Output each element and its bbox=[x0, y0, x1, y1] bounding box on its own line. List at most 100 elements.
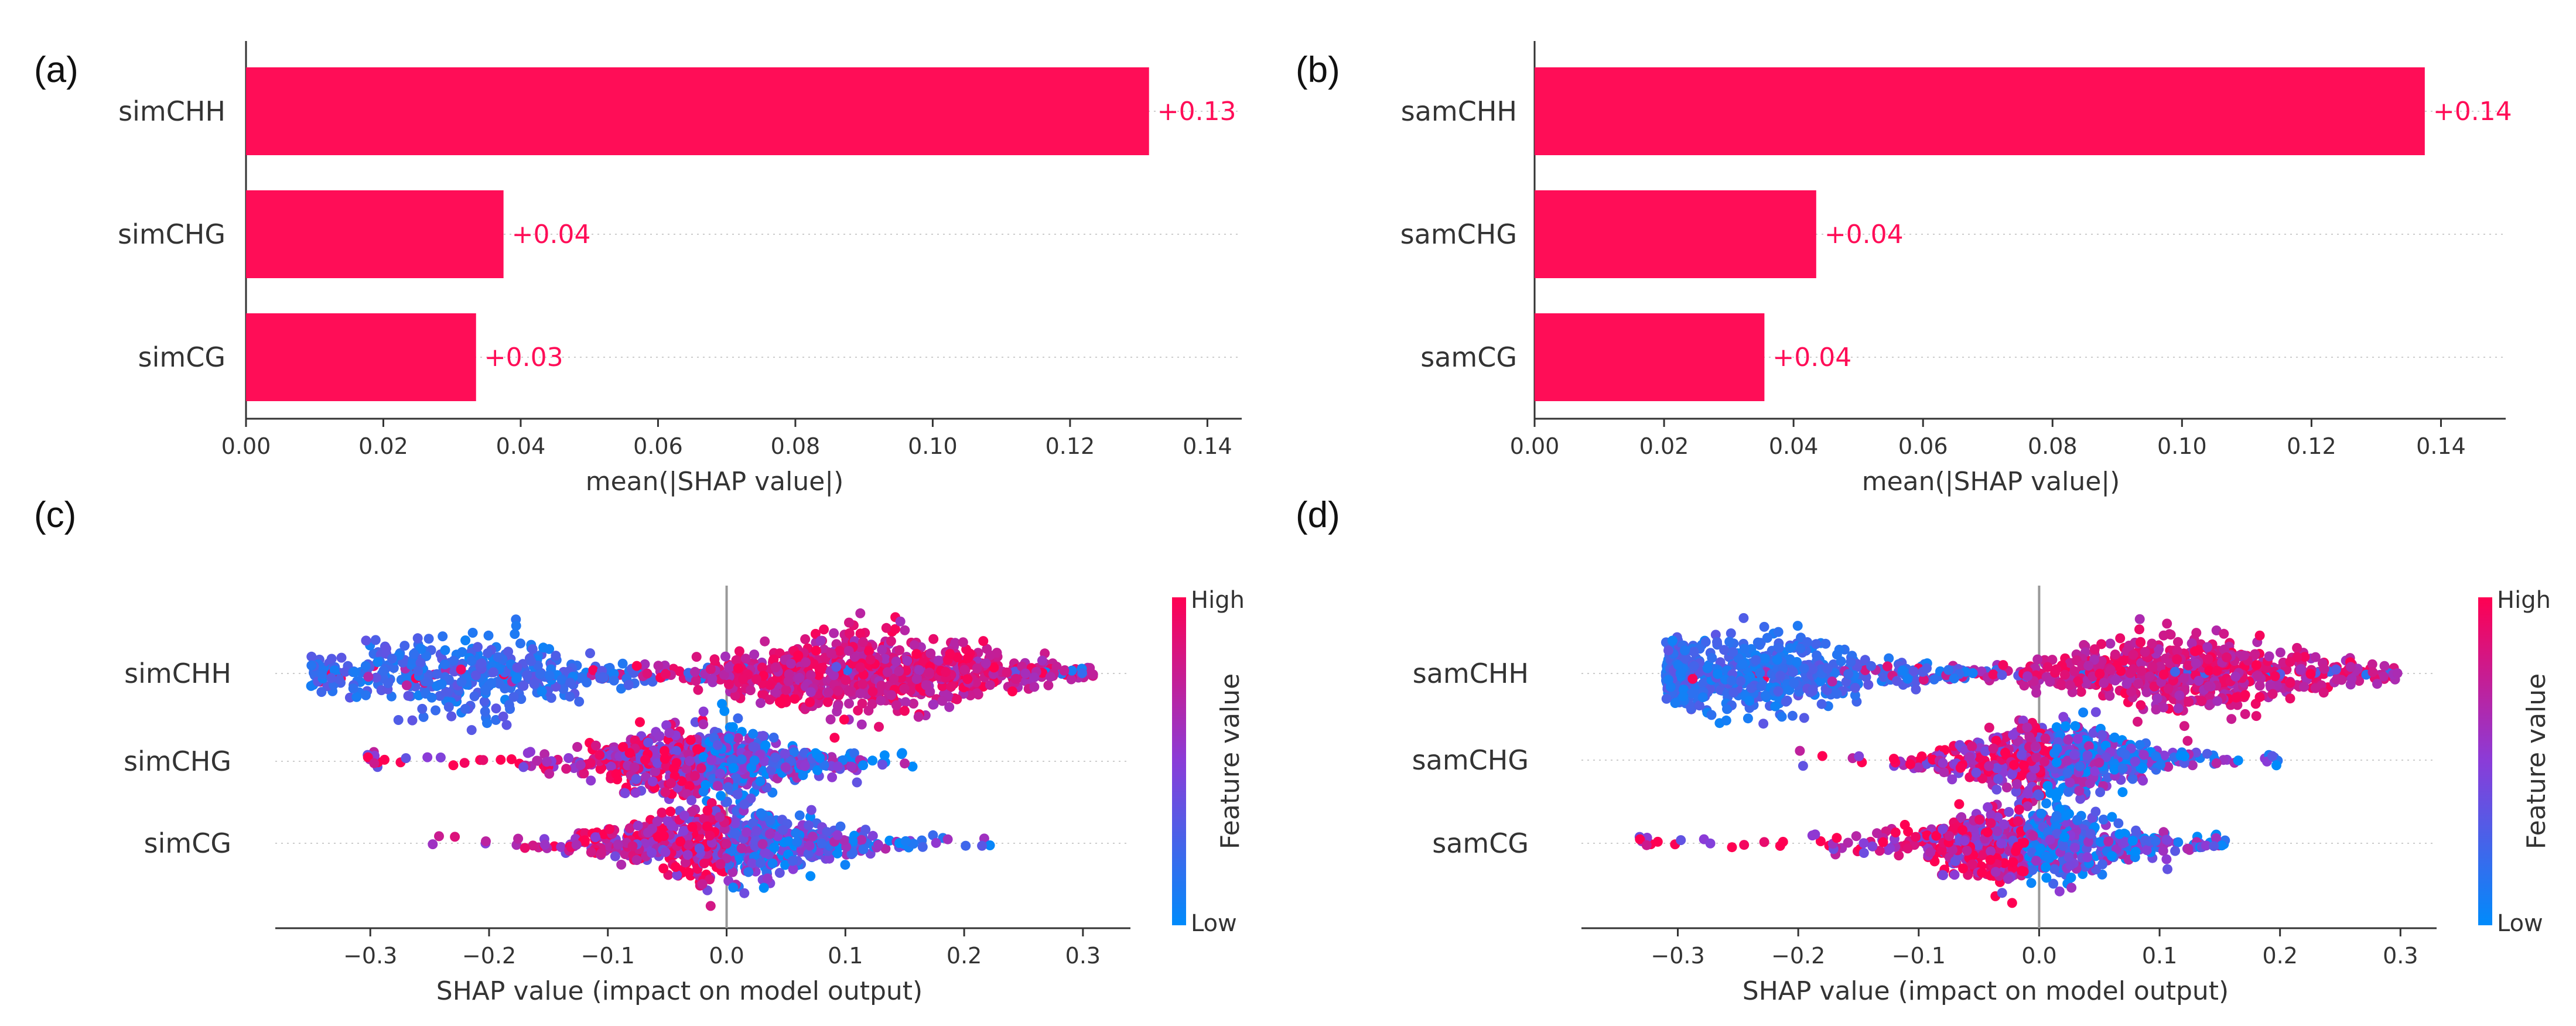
swarm-point bbox=[723, 782, 733, 792]
swarm-point bbox=[684, 840, 693, 850]
x-tick-label: 0.14 bbox=[2416, 433, 2466, 459]
swarm-point bbox=[1760, 690, 1771, 701]
swarm-point bbox=[2345, 662, 2356, 672]
swarm-point bbox=[769, 842, 780, 853]
x-tick-label: 0.04 bbox=[1769, 433, 1819, 459]
x-tick-label: 0.0 bbox=[709, 943, 744, 969]
swarm-point bbox=[488, 667, 498, 678]
swarm-point bbox=[724, 662, 734, 673]
swarm-point bbox=[2119, 655, 2129, 666]
swarm-point bbox=[2285, 693, 2295, 704]
swarm-point bbox=[803, 849, 814, 859]
swarm-point bbox=[843, 645, 854, 656]
swarm-point bbox=[1743, 713, 1753, 724]
swarm-point bbox=[1776, 712, 1787, 722]
swarm-point bbox=[1785, 643, 1795, 653]
swarm-point bbox=[618, 742, 628, 753]
swarm-point bbox=[829, 670, 839, 680]
swarm-point bbox=[561, 764, 572, 774]
swarm-point bbox=[415, 658, 426, 668]
swarm-point bbox=[2073, 676, 2083, 686]
swarm-point bbox=[865, 654, 876, 665]
swarm-point bbox=[336, 652, 347, 663]
swarm-point bbox=[686, 806, 697, 817]
swarm-point bbox=[732, 806, 742, 816]
swarm-point bbox=[542, 757, 552, 767]
swarm-point bbox=[764, 695, 775, 705]
swarm-point bbox=[2134, 740, 2145, 750]
swarm-point bbox=[2372, 679, 2382, 689]
swarm-point bbox=[689, 771, 700, 781]
swarm-point bbox=[2203, 681, 2214, 692]
swarm-point bbox=[606, 761, 616, 772]
swarm-point bbox=[658, 831, 669, 841]
swarm-point bbox=[1799, 713, 1809, 723]
swarm-point bbox=[611, 769, 621, 779]
swarm-point bbox=[1795, 745, 1805, 756]
swarm-point bbox=[733, 733, 743, 743]
swarm-point bbox=[418, 712, 429, 722]
swarm-point bbox=[722, 796, 732, 807]
category-label: simCHG bbox=[118, 218, 226, 250]
swarm-point bbox=[2151, 751, 2161, 761]
swarm-point bbox=[1712, 637, 1722, 647]
swarm-point bbox=[1918, 675, 1929, 685]
swarm-point bbox=[855, 662, 866, 672]
swarm-point bbox=[742, 827, 751, 837]
swarm-point bbox=[1798, 761, 1808, 771]
swarm-point bbox=[1773, 627, 1784, 637]
swarm-point bbox=[575, 760, 586, 770]
swarm-point bbox=[378, 665, 389, 676]
swarm-point bbox=[2212, 696, 2223, 706]
swarm-point bbox=[1772, 655, 1782, 665]
swarm-point bbox=[2134, 614, 2145, 624]
swarm-point bbox=[846, 761, 857, 772]
swarm-point bbox=[671, 745, 681, 756]
swarm-point bbox=[1815, 676, 1826, 686]
swarm-point bbox=[631, 855, 642, 866]
swarm-point bbox=[940, 666, 951, 677]
swarm-point bbox=[446, 711, 457, 721]
swarm-point bbox=[2065, 680, 2075, 690]
swarm-point bbox=[1077, 668, 1088, 678]
swarm-point bbox=[2212, 665, 2222, 676]
swarm-point bbox=[679, 810, 689, 821]
swarm-point bbox=[730, 690, 740, 701]
swarm-point bbox=[793, 650, 804, 661]
swarm-point bbox=[899, 683, 910, 694]
points-simCG bbox=[428, 789, 995, 911]
swarm-point bbox=[597, 672, 608, 682]
swarm-point bbox=[2104, 690, 2115, 701]
swarm-point bbox=[829, 733, 840, 743]
swarm-point bbox=[2310, 652, 2321, 662]
swarm-point bbox=[1922, 663, 1932, 673]
swarm-point bbox=[1955, 762, 1966, 773]
swarm-point bbox=[857, 698, 867, 709]
x-tick-label: 0.06 bbox=[633, 433, 683, 459]
swarm-point bbox=[2292, 642, 2302, 653]
swarm-point bbox=[2183, 660, 2194, 671]
swarm-point bbox=[457, 647, 467, 657]
swarm-point bbox=[723, 733, 734, 744]
swarm-point bbox=[1029, 672, 1040, 683]
swarm-point bbox=[476, 658, 487, 669]
swarm-point bbox=[654, 731, 664, 742]
swarm-point bbox=[2089, 644, 2100, 655]
x-tick-label: 0.04 bbox=[496, 433, 546, 459]
swarm-point bbox=[977, 840, 988, 851]
swarm-point bbox=[2082, 750, 2093, 761]
colorbar-high-label: High bbox=[1191, 587, 1245, 614]
swarm-point bbox=[931, 837, 941, 848]
swarm-point bbox=[2031, 753, 2041, 762]
swarm-point bbox=[858, 760, 869, 771]
swarm-point bbox=[715, 768, 725, 779]
swarm-point bbox=[1997, 670, 2007, 680]
swarm-point bbox=[563, 753, 574, 763]
swarm-point bbox=[2127, 774, 2138, 784]
swarm-point bbox=[934, 655, 944, 666]
swarm-point bbox=[2191, 658, 2201, 669]
swarm-point bbox=[334, 674, 344, 685]
swarm-point bbox=[1735, 676, 1746, 686]
swarm-point bbox=[770, 753, 781, 762]
swarm-point bbox=[2000, 732, 2011, 743]
